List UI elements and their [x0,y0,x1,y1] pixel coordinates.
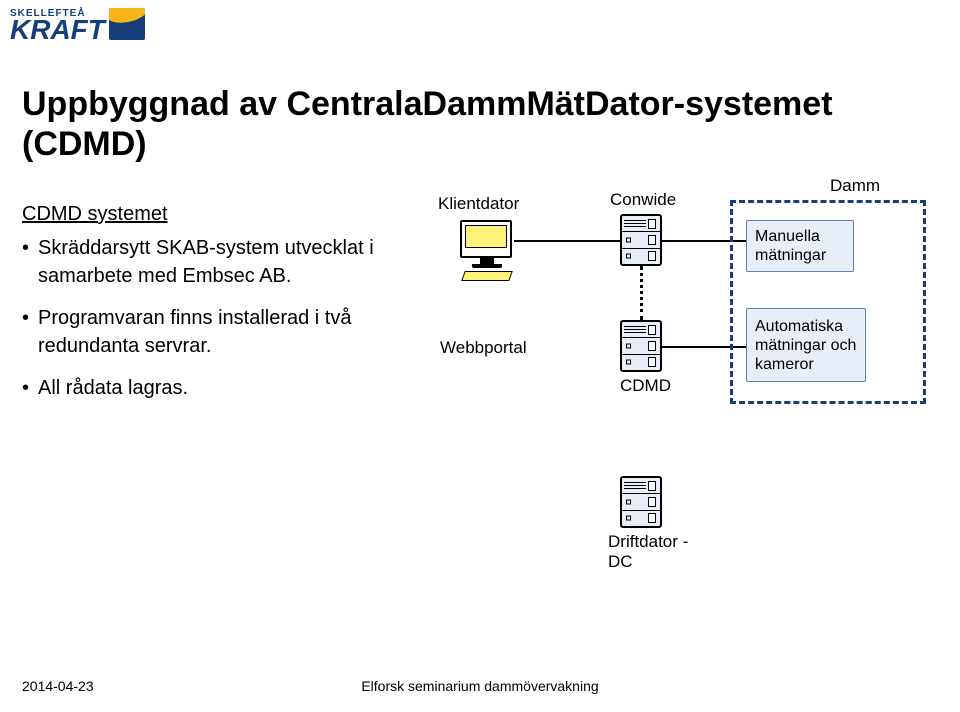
webbportal-label: Webbportal [440,338,527,358]
cdmd-server-icon [620,320,662,372]
footer-date: 2014-04-23 [22,678,94,694]
automatiska-text: Automatiska mätningar och kameror [755,317,857,374]
footer-caption: Elforsk seminarium dammövervakning [361,678,598,694]
logo-swoosh-icon [109,8,145,40]
bullet-item: Programvaran finns installerad i två red… [22,304,392,360]
description-column: CDMD systemet Skräddarsytt SKAB-system u… [22,200,392,416]
bullet-list: Skräddarsytt SKAB-system utvecklat i sam… [22,234,392,402]
connector-line [514,240,620,242]
cdmd-label: CDMD [620,376,671,396]
manuella-text: Manuella mätningar [755,227,845,265]
bullet-item: Skräddarsytt SKAB-system utvecklat i sam… [22,234,392,290]
logo-text-bottom: KRAFT [10,19,105,41]
klientdator-label: Klientdator [438,194,519,214]
title-line1: Uppbyggnad av CentralaDammMätDator-syste… [22,85,833,123]
brand-logo: SKELLEFTEÅ KRAFT [10,8,145,41]
driftdator-server-icon [620,476,662,528]
title-line2: (CDMD) [22,125,147,163]
manuella-box: Manuella mätningar [746,220,854,272]
network-diagram: Klientdator Webbportal Conwide CDMD Drif… [420,180,940,620]
page-title: Uppbyggnad av CentralaDammMätDator-syste… [22,84,833,164]
conwide-label: Conwide [610,190,676,210]
description-heading: CDMD systemet [22,200,392,228]
klientdator-icon [460,220,514,281]
bullet-item: All rådata lagras. [22,374,392,402]
damm-heading: Damm [830,176,880,196]
driftdator-label: Driftdator - DC [608,532,708,572]
connector-dotted [640,266,643,320]
conwide-server-icon [620,214,662,266]
automatiska-box: Automatiska mätningar och kameror [746,308,866,382]
